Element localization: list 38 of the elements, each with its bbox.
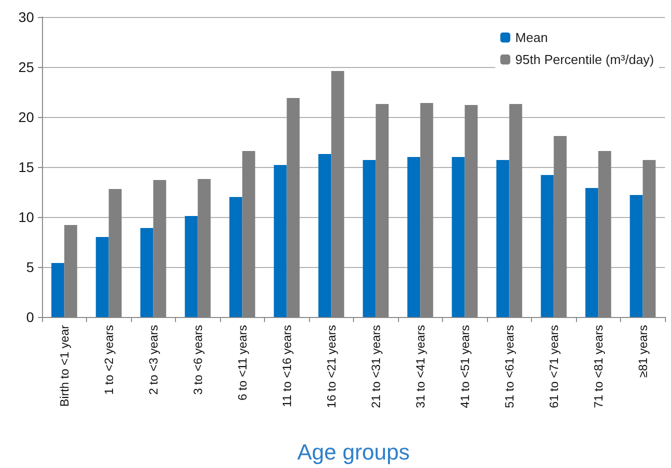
x-tick-label: 16 to <21 years — [324, 325, 338, 408]
x-axis-title: Age groups — [297, 440, 410, 464]
x-tick-label: 31 to <41 years — [413, 325, 428, 408]
bar — [496, 160, 510, 317]
legend-label: 95th Percentile (m³/day) — [515, 52, 654, 67]
bar — [140, 228, 154, 317]
x-tick-label: Birth to <1 year — [57, 325, 72, 407]
y-tick-label: 10 — [18, 209, 34, 225]
legend-label: Mean — [515, 30, 548, 45]
x-tick-label: 2 to <3 years — [146, 325, 160, 395]
x-tick-label: ≥81 years — [636, 325, 650, 378]
x-tick-label: 11 to <16 years — [280, 325, 294, 408]
bar — [184, 216, 198, 317]
bar — [96, 237, 109, 317]
bar — [630, 195, 643, 317]
x-tick-label: 6 to <11 years — [235, 325, 250, 400]
y-tick-label: 30 — [18, 9, 34, 25]
y-tick-label: 15 — [18, 159, 34, 175]
x-tick-label: 51 to <61 years — [502, 325, 516, 408]
bar — [452, 157, 465, 317]
y-tick-label: 0 — [26, 309, 34, 325]
x-tick-label: 61 to <71 years — [546, 325, 561, 408]
x-tick-label: 41 to <51 years — [458, 325, 472, 408]
bar — [229, 197, 242, 317]
x-tick-label: 3 to <6 years — [190, 325, 205, 395]
bar — [362, 160, 376, 317]
y-tick-label: 5 — [26, 259, 34, 275]
bar — [51, 263, 64, 317]
bar — [540, 175, 554, 317]
bar — [318, 154, 332, 317]
y-tick-label: 20 — [18, 109, 34, 125]
x-tick-label: 1 to <2 years — [102, 325, 116, 395]
x-tick-label: 71 to <81 years — [591, 325, 606, 408]
bar — [407, 157, 420, 317]
y-tick-label: 25 — [18, 59, 34, 75]
bar — [585, 188, 598, 317]
x-tick-label: 21 to <31 years — [368, 325, 383, 408]
bar — [274, 165, 287, 317]
